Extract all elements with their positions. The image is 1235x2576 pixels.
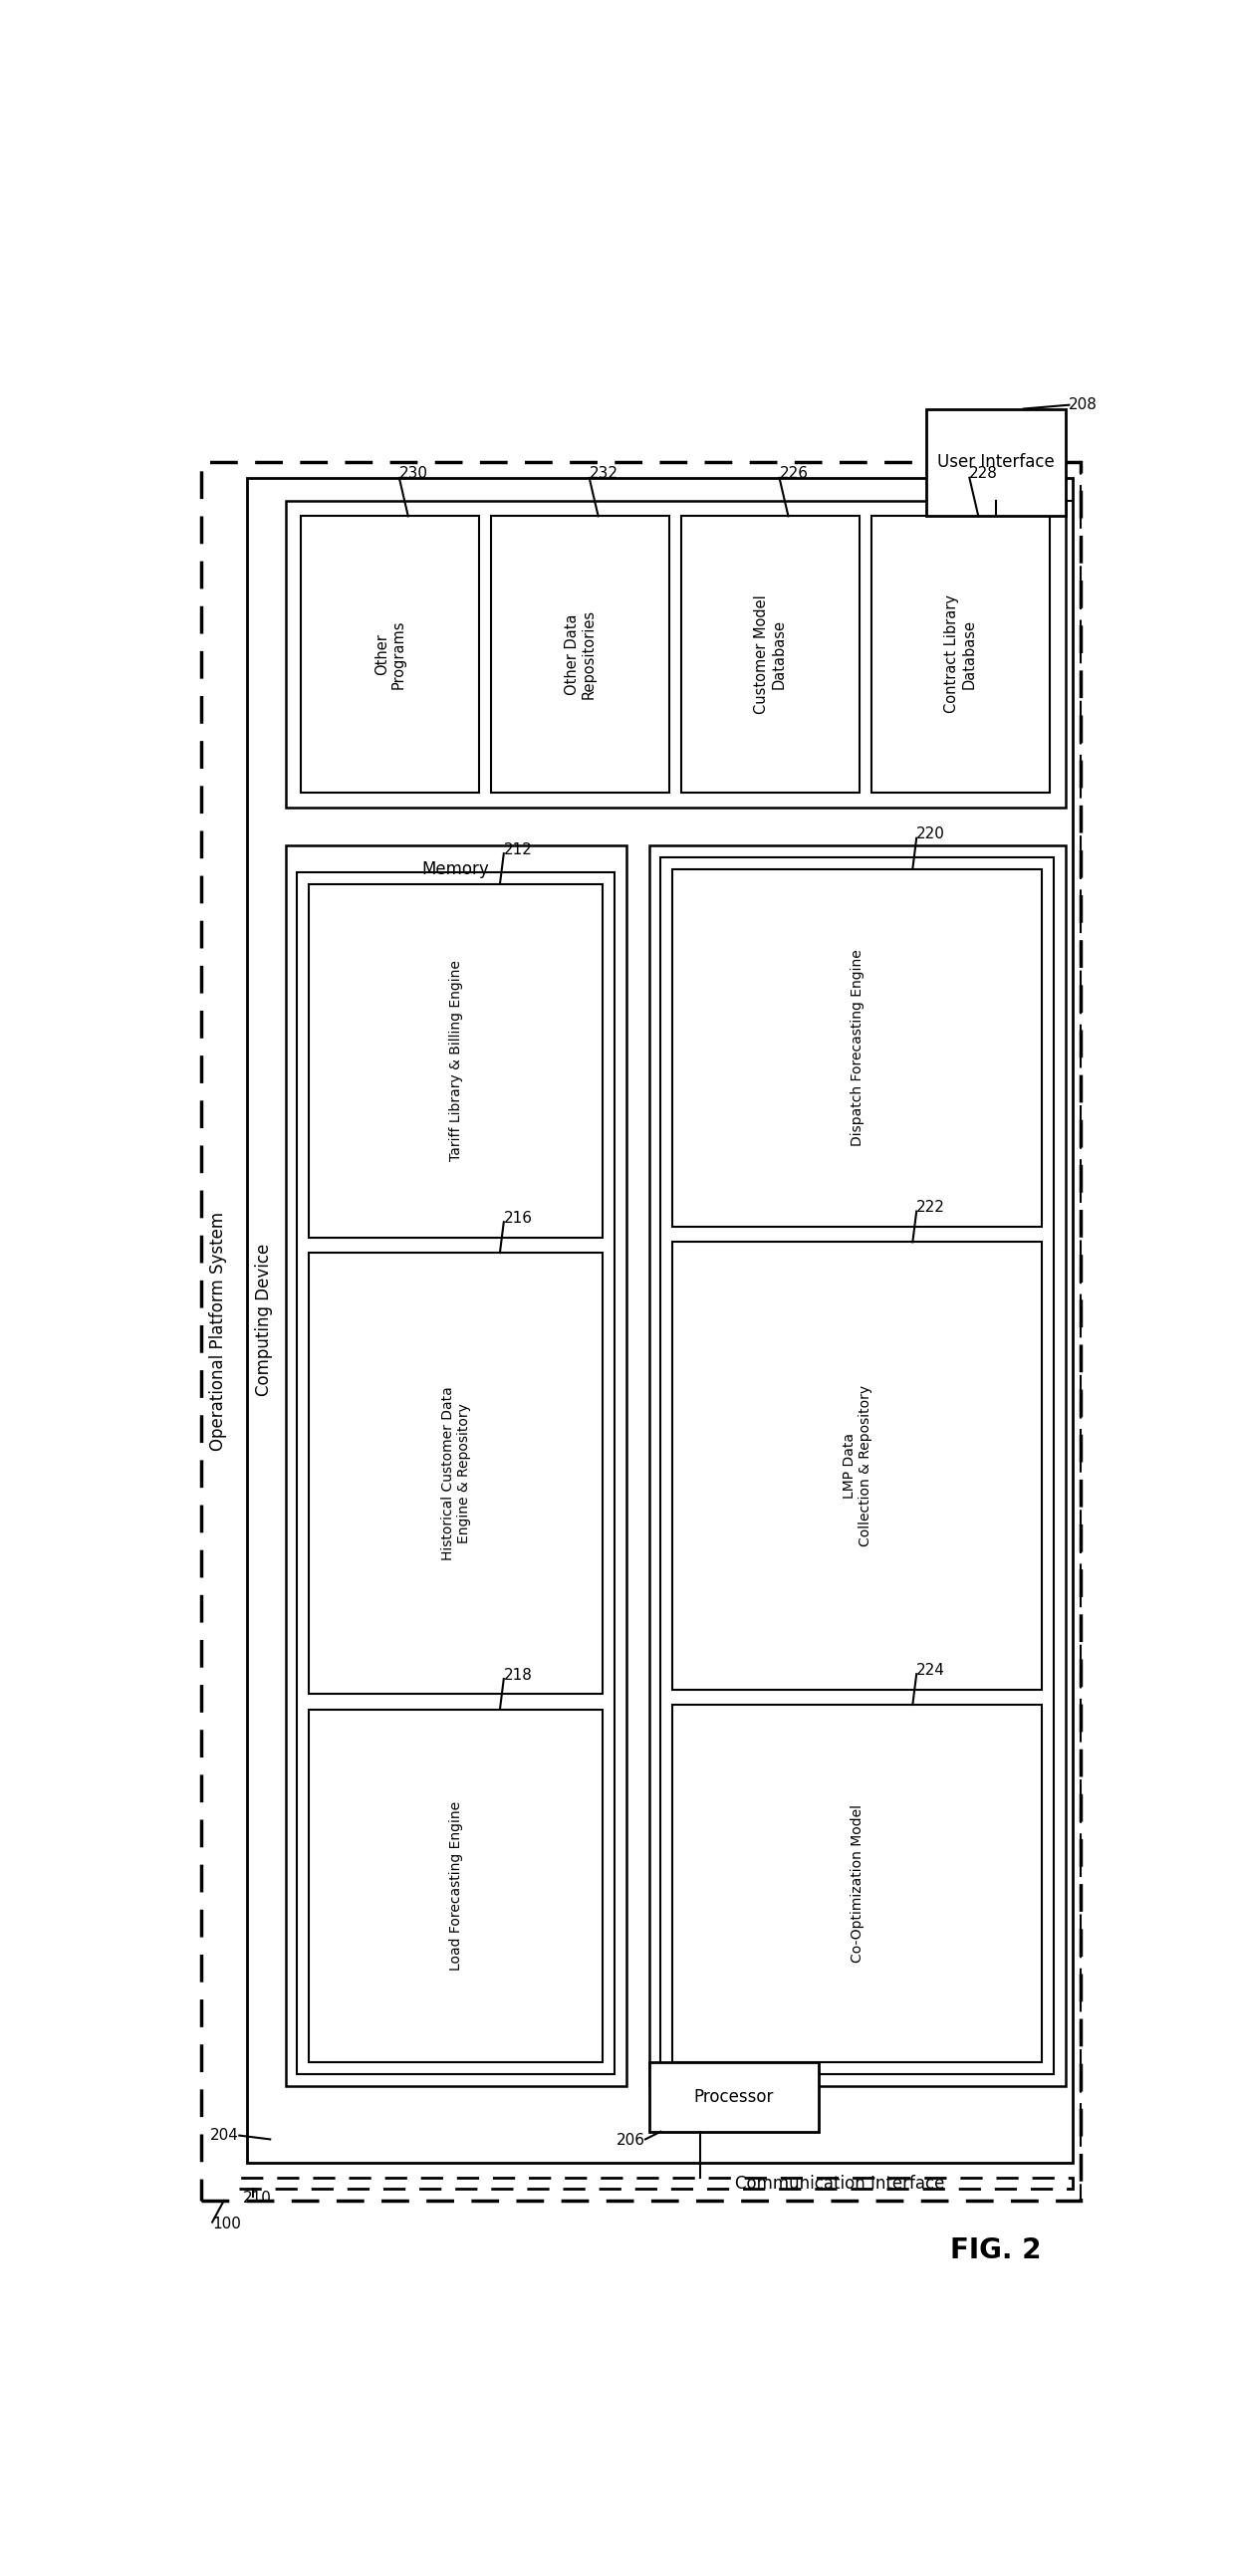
Bar	[650, 2063, 819, 2130]
Bar	[672, 1242, 1042, 1690]
Bar	[661, 858, 1053, 2074]
Text: 212: 212	[504, 842, 532, 858]
Bar	[240, 2177, 1073, 2190]
Text: FIG. 2: FIG. 2	[950, 2236, 1041, 2264]
Text: 216: 216	[504, 1211, 532, 1226]
Text: 220: 220	[916, 827, 945, 842]
Bar	[301, 515, 479, 793]
Text: 226: 226	[779, 466, 808, 482]
Bar	[682, 515, 860, 793]
Text: Historical Customer Data
Engine & Repository: Historical Customer Data Engine & Reposi…	[441, 1386, 471, 1561]
Text: Operational Platform System: Operational Platform System	[209, 1211, 227, 1450]
Text: Other Data
Repositories: Other Data Repositories	[564, 611, 597, 698]
Text: 210: 210	[243, 2190, 272, 2205]
Bar	[309, 884, 603, 1236]
Text: 224: 224	[916, 1662, 945, 1677]
Text: 204: 204	[210, 2128, 240, 2143]
Text: Other
Programs: Other Programs	[374, 621, 406, 688]
Text: 100: 100	[212, 2215, 241, 2231]
Bar	[309, 1252, 603, 1695]
Bar	[650, 845, 1065, 2087]
Bar	[926, 410, 1065, 515]
Text: 218: 218	[504, 1667, 532, 1682]
Text: 230: 230	[399, 466, 429, 482]
Bar	[672, 868, 1042, 1226]
Text: LMP Data
Collection & Repository: LMP Data Collection & Repository	[842, 1386, 872, 1546]
Text: Computing Device: Computing Device	[254, 1244, 273, 1396]
Bar	[285, 500, 1065, 806]
Bar	[672, 1705, 1042, 2063]
Bar	[492, 515, 669, 793]
Text: 206: 206	[616, 2133, 646, 2148]
Bar	[285, 845, 626, 2087]
Text: Processor: Processor	[694, 2089, 774, 2107]
Text: User Interface: User Interface	[937, 453, 1055, 471]
Text: 208: 208	[1070, 397, 1098, 412]
Text: Load Forecasting Engine: Load Forecasting Engine	[448, 1801, 463, 1971]
Bar	[309, 1710, 603, 2063]
Bar	[200, 464, 1081, 2200]
Text: 222: 222	[916, 1200, 945, 1216]
Text: Communication Interface: Communication Interface	[735, 2174, 945, 2192]
Text: 228: 228	[969, 466, 998, 482]
Text: Memory: Memory	[422, 860, 489, 878]
Text: Customer Model
Database: Customer Model Database	[755, 595, 787, 714]
Bar	[247, 477, 1073, 2161]
Text: 232: 232	[589, 466, 619, 482]
Text: Tariff Library & Billing Engine: Tariff Library & Billing Engine	[448, 961, 463, 1162]
Text: Contract Library
Database: Contract Library Database	[945, 595, 977, 714]
Bar	[871, 515, 1050, 793]
Text: Co-Optimization Model: Co-Optimization Model	[850, 1806, 864, 1963]
Text: Dispatch Forecasting Engine: Dispatch Forecasting Engine	[850, 951, 864, 1146]
Bar	[298, 873, 615, 2074]
